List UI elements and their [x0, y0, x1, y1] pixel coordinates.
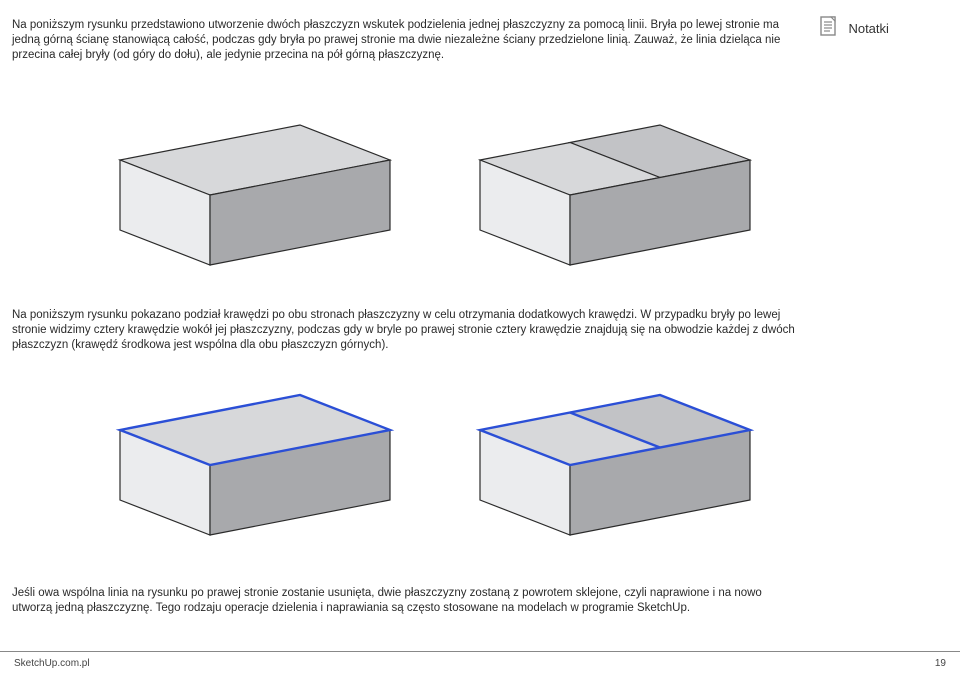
figure-row-1: [60, 90, 800, 290]
footer-site: SketchUp.com.pl: [14, 658, 90, 669]
paragraph-block-2: Na poniższym rysunku pokazano podział kr…: [12, 308, 802, 359]
notes-icon: [820, 16, 838, 41]
page: Notatki Na poniższym rysunku przedstawio…: [0, 0, 960, 675]
figure-1-svg: [60, 90, 800, 290]
footer-page-number: 19: [935, 658, 946, 669]
paragraph-block-3: Jeśli owa wspólna linia na rysunku po pr…: [12, 586, 802, 622]
paragraph-2: Na poniższym rysunku pokazano podział kr…: [12, 308, 802, 353]
box-right-highlighted: [480, 395, 750, 535]
figure-row-2: [60, 360, 800, 560]
figure-2-svg: [60, 360, 800, 560]
box-right-split-face: [480, 125, 750, 265]
notes-sidebar: Notatki: [820, 16, 940, 41]
paragraph-3: Jeśli owa wspólna linia na rysunku po pr…: [12, 586, 802, 616]
box-left-highlighted: [120, 395, 390, 535]
notes-label: Notatki: [848, 21, 888, 36]
page-footer: SketchUp.com.pl 19: [0, 651, 960, 675]
paragraph-block-1: Na poniższym rysunku przedstawiono utwor…: [12, 18, 802, 69]
paragraph-1: Na poniższym rysunku przedstawiono utwor…: [12, 18, 802, 63]
box-left-plain: [120, 125, 390, 265]
